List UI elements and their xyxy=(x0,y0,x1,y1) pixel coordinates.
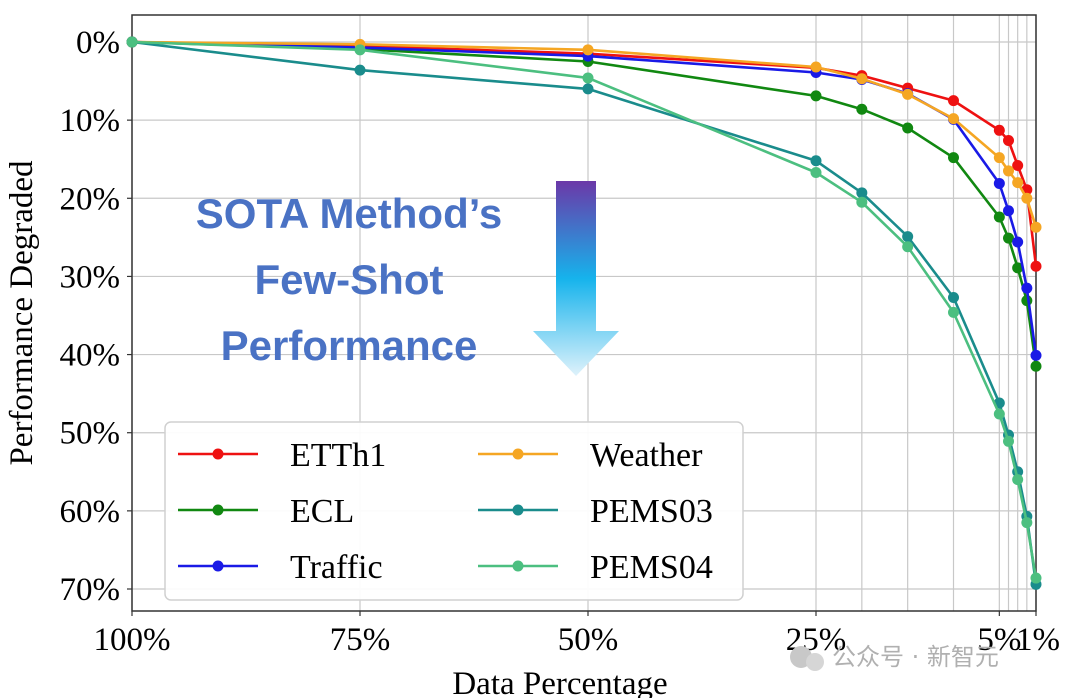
data-point-pems04 xyxy=(126,36,138,48)
data-point-pems04 xyxy=(902,241,914,253)
series-line-ecl xyxy=(131,40,1038,367)
data-point-weather xyxy=(1021,192,1033,204)
data-point-ecl xyxy=(810,90,822,102)
down-arrow-icon xyxy=(533,181,619,376)
data-point-etth1 xyxy=(948,95,959,107)
data-point-traffic xyxy=(1021,282,1033,294)
annotation-line-1: SOTA Method’s xyxy=(196,190,502,237)
legend-marker-traffic xyxy=(212,560,224,572)
data-point-pems03 xyxy=(948,292,959,304)
data-point-ecl xyxy=(1030,360,1042,372)
plot-frame xyxy=(131,14,1037,612)
data-point-weather xyxy=(902,88,914,100)
y-axis-title: Performance Degraded xyxy=(4,160,40,466)
legend-marker-weather xyxy=(512,448,524,460)
y-tick-label: 30% xyxy=(60,259,121,295)
data-point-pems04 xyxy=(1003,435,1014,447)
data-point-pems04 xyxy=(582,72,594,84)
data-point-weather xyxy=(1030,221,1042,233)
data-point-pems04 xyxy=(1021,517,1033,529)
data-point-ecl xyxy=(1012,262,1024,274)
legend-label-pems04: PEMS04 xyxy=(590,549,713,586)
legend-marker-pems03 xyxy=(512,504,524,516)
legend-frame xyxy=(164,421,744,601)
data-point-weather xyxy=(856,73,868,85)
x-tick-label: 100% xyxy=(94,622,171,658)
y-tick-label: 10% xyxy=(60,103,121,139)
y-tick-label: 40% xyxy=(60,338,121,374)
y-tick-label: 70% xyxy=(60,572,121,608)
legend-label-weather: Weather xyxy=(590,437,703,474)
data-point-pems04 xyxy=(948,306,959,318)
data-point-traffic xyxy=(1012,236,1024,248)
data-point-etth1 xyxy=(993,124,1005,136)
data-point-etth1 xyxy=(1003,134,1014,146)
legend-marker-pems04 xyxy=(512,560,524,572)
data-point-pems04 xyxy=(856,196,868,208)
data-point-traffic xyxy=(1003,205,1014,217)
data-point-weather xyxy=(1003,165,1014,177)
data-point-pems04 xyxy=(1012,474,1024,486)
series-line-pems04 xyxy=(131,40,1038,579)
x-axis-title: Data Percentage xyxy=(452,666,667,698)
data-point-pems04 xyxy=(993,408,1005,420)
annotation-line-2: Few-Shot xyxy=(255,256,444,303)
legend-label-pems03: PEMS03 xyxy=(590,493,713,530)
data-point-pems03 xyxy=(810,155,822,167)
legend-label-traffic: Traffic xyxy=(290,549,383,586)
x-tick-label: 75% xyxy=(330,622,391,658)
series-pems04 xyxy=(126,36,1042,584)
y-tick-label: 60% xyxy=(60,494,121,530)
data-point-pems03 xyxy=(354,64,366,76)
data-point-weather xyxy=(1012,177,1024,189)
data-series xyxy=(126,36,1042,590)
legend-marker-ecl xyxy=(212,504,224,516)
y-tick-label: 50% xyxy=(60,416,121,452)
y-axis-ticks: 0% 10% 20% 30% 40% 50% 60% 70% xyxy=(60,25,132,608)
data-point-traffic xyxy=(1030,349,1042,361)
data-point-ecl xyxy=(902,122,914,134)
data-point-pems03 xyxy=(902,231,914,243)
legend-label-etth1: ETTh1 xyxy=(290,437,386,474)
data-point-weather xyxy=(948,113,959,125)
legend-label-ecl: ECL xyxy=(290,493,354,530)
x-tick-label: 5% xyxy=(977,622,1021,658)
data-point-weather xyxy=(993,152,1005,164)
data-point-weather xyxy=(582,44,594,56)
y-tick-label: 0% xyxy=(76,25,120,61)
data-point-ecl xyxy=(948,152,959,164)
watermark: 公众号 · 新智元 xyxy=(790,643,999,671)
legend-marker-etth1 xyxy=(212,448,224,460)
legend: ETTh1 ECL Traffic Weather PEMS03 PEMS04 xyxy=(164,421,744,601)
data-point-pems04 xyxy=(1030,572,1042,584)
data-point-ecl xyxy=(993,211,1005,223)
y-tick-label: 20% xyxy=(60,181,121,217)
annotation-line-3: Performance xyxy=(221,322,478,369)
data-point-etth1 xyxy=(1030,260,1042,272)
data-point-traffic xyxy=(993,177,1005,189)
x-tick-label: 50% xyxy=(558,622,619,658)
data-point-ecl xyxy=(1003,232,1014,244)
data-point-pems04 xyxy=(354,44,366,56)
data-point-pems03 xyxy=(856,187,868,199)
data-point-weather xyxy=(810,61,822,73)
x-tick-label: 1% xyxy=(1016,622,1060,658)
data-point-pems03 xyxy=(582,83,594,95)
data-point-ecl xyxy=(856,103,868,115)
watermark-text: 公众号 · 新智元 xyxy=(832,643,999,671)
data-point-etth1 xyxy=(1012,159,1024,171)
data-point-pems04 xyxy=(810,166,822,178)
wechat-icon-bubble xyxy=(806,653,824,671)
